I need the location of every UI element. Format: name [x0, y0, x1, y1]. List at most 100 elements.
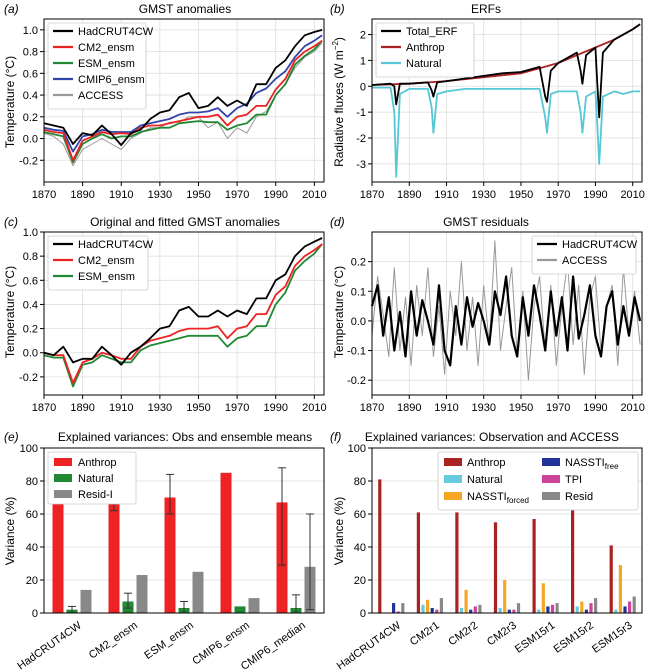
bar-Natural [575, 606, 579, 613]
legend-label: TPI [565, 474, 582, 486]
tick-label-y: 0.2 [23, 324, 38, 336]
tick-label-x: 1950 [509, 189, 533, 201]
series-line-ACCESS [371, 240, 641, 381]
tick-label-y: 0 [360, 608, 366, 620]
series-line-Total_ERF [371, 23, 641, 119]
tick-label-x: 1930 [471, 189, 495, 201]
tick-label-x: 1890 [397, 402, 421, 414]
legend-label: Anthrop [406, 42, 445, 54]
panel-b-title: ERFs [471, 2, 501, 16]
panel-f: (f) Explained variances: Observation and… [330, 430, 643, 671]
legend-label: CMIP6_ensm [78, 74, 145, 86]
panel-f-title: Explained variances: Observation and ACC… [365, 430, 619, 444]
bar-Natural [459, 608, 464, 613]
bar-Natural [234, 606, 246, 613]
category-label: ESM15r1 [513, 620, 557, 656]
bar-TPI [512, 609, 516, 613]
legend-swatch [444, 458, 462, 466]
panel-b: (b) ERFs Radiative fluxes (W m−2) -3 -2 -1… [330, 2, 645, 201]
bar-TPI [550, 604, 555, 614]
tick-label-y: 0.2 [351, 257, 366, 269]
plot-frame-2 [43, 231, 325, 396]
legend-label: CM2_ensm [78, 42, 134, 54]
tick-label-y: 0.1 [351, 286, 366, 298]
plot-frame-0 [43, 18, 325, 183]
bar-TPI [628, 601, 632, 613]
bar-NASSTIfree [584, 609, 588, 613]
bar-Anthrop [455, 512, 459, 613]
bar-Resid-I [80, 589, 92, 613]
bar-Anthrop [493, 522, 498, 614]
tick-label-y: 1.0 [23, 227, 38, 239]
tick-label-x: 1970 [546, 402, 570, 414]
tick-label-y: 40 [26, 542, 38, 554]
bar-Natural [537, 609, 541, 613]
bar-Resid [478, 604, 482, 614]
tick-label-x: 1950 [186, 189, 210, 201]
tick-label-x: 1970 [546, 189, 570, 201]
panel-c: (c) Original and fitted GMST anomalies T… [3, 215, 327, 414]
tick-label-y: 0.6 [23, 68, 38, 80]
tick-label-y: -2 [356, 133, 366, 145]
legend-label: NASSTIforced [467, 491, 529, 505]
tick-label-y: 0.4 [23, 299, 38, 311]
panel-b-ylabel-end: ) [332, 37, 346, 41]
bar-NASSTIforced [580, 601, 584, 613]
legend-label: Anthrop [78, 457, 117, 469]
bar-NASSTIforced [618, 565, 622, 613]
tick-label-y: 80 [26, 476, 38, 488]
bar-Anthrop [378, 479, 382, 613]
tick-label-x: 1990 [263, 189, 287, 201]
bar-Natural [614, 609, 618, 613]
bar-Resid [632, 596, 636, 613]
legend-label-main: NASSTI [565, 457, 605, 469]
tick-label-x: 1910 [434, 402, 458, 414]
legend-label: HadCRUT4CW [78, 239, 154, 251]
tick-label-x: 1870 [360, 189, 384, 201]
category-label: CM2r2 [446, 620, 480, 649]
bar-Resid [401, 603, 405, 613]
bar-Natural [421, 604, 425, 614]
panel-a: (a) GMST anomalies Temperature (°C) -0.2… [3, 2, 327, 201]
bar-NASSTIforced [464, 589, 468, 613]
plot-frame-5 [371, 447, 643, 614]
tick-label-y: 60 [354, 509, 366, 521]
panel-d: (d) GMST residuals Temperature (°C) -0.2… [330, 215, 645, 414]
bar-TPI [589, 603, 593, 613]
tick-label-y: 40 [354, 542, 366, 554]
bar-TPI [396, 611, 400, 613]
legend-swatch [542, 475, 560, 483]
tick-label-x: 1970 [225, 189, 249, 201]
bar-NASSTIfree [430, 608, 434, 613]
tick-label-y: 0 [32, 608, 38, 620]
tick-label-x: 1890 [397, 189, 421, 201]
tick-label-y: 0.0 [23, 134, 38, 146]
tick-label-x: 2010 [302, 402, 326, 414]
panel-a-title: GMST anomalies [139, 2, 231, 16]
tick-label-y: -3 [356, 159, 366, 171]
legend-label: Total_ERF [406, 26, 458, 38]
category-label: ESM_ensm [142, 620, 195, 662]
tick-label-x: 1930 [148, 189, 172, 201]
tick-label-x: 1890 [70, 189, 94, 201]
bar-Resid-I [136, 575, 148, 613]
bar-Anthrop [52, 477, 64, 613]
bar-NASSTIfree [623, 606, 627, 613]
series-line-CM2_ensm [43, 39, 323, 162]
bar-Resid [439, 598, 443, 613]
series-line-HadCRUT4CW [43, 29, 323, 147]
panel-c-title: Original and fitted GMST anomalies [90, 215, 280, 229]
bar-Anthrop [220, 472, 232, 614]
tick-label-y: 0.4 [23, 90, 38, 102]
series-line-ESM_ensm [43, 243, 323, 388]
legend-label: Resid-I [78, 489, 113, 501]
tick-label-x: 1970 [225, 402, 249, 414]
panel-c-ylabel: Temperature (°C) [3, 266, 17, 358]
bar-Anthrop [571, 505, 575, 614]
legend-box [47, 22, 147, 110]
tick-label-x: 1870 [360, 402, 384, 414]
bar-Resid [594, 598, 598, 613]
tick-label-y: -0.2 [19, 372, 38, 384]
legend-label: HadCRUT4CW [78, 26, 154, 38]
